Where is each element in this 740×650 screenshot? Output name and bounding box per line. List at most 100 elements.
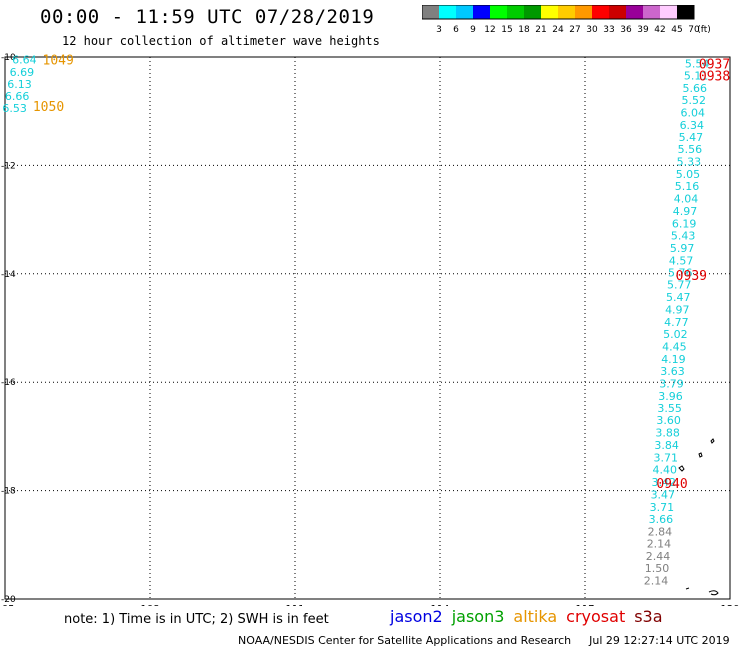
legend-altika: altika xyxy=(513,607,558,626)
pass-time-label: 1049 xyxy=(43,54,74,69)
altimeter-tracks: 6.646.696.136.666.53 1049 1050 5.545.115.66… xyxy=(2,54,730,588)
colorbar-level-label: 33 xyxy=(603,25,614,35)
legend-cryosat: cryosat xyxy=(566,607,626,626)
longitude-label: 117 xyxy=(575,604,594,606)
wave-height-value: 1.50 xyxy=(645,562,670,575)
wave-height-value: 5.54 xyxy=(685,58,710,71)
latitude-label: -18 xyxy=(1,487,16,497)
wave-height-value: 5.16 xyxy=(675,180,700,193)
wave-height-map: 105 108 111 114 117 120 -10 -12 -14 -16 -18 -20 6.… xyxy=(0,53,740,606)
colorbar-level-label: 70 xyxy=(688,25,700,35)
wave-height-value: 5.43 xyxy=(671,229,696,242)
colorbar-level-label: 27 xyxy=(569,25,580,35)
wave-height-value: 5.47 xyxy=(666,291,691,304)
credit-timestamp: Jul 29 12:27:14 UTC 2019 xyxy=(589,634,730,647)
colorbar-swatch xyxy=(558,5,575,19)
colorbar-level-label: 3 xyxy=(436,25,442,35)
colorbar-swatch xyxy=(456,5,473,19)
wave-height-value: 6.64 xyxy=(12,54,37,67)
wave-height-value: 5.02 xyxy=(663,328,688,341)
colorbar-swatch xyxy=(643,5,660,19)
legend-s3a: s3a xyxy=(634,607,663,626)
wave-height-value: 5.05 xyxy=(676,168,701,181)
colorbar-swatch xyxy=(422,5,439,19)
colorbar-swatch xyxy=(609,5,626,19)
wave-height-value: 6.04 xyxy=(681,106,706,119)
wave-height-value: 3.88 xyxy=(655,427,680,440)
wave-height-value: 2.84 xyxy=(648,525,673,538)
legend-jason3: jason3 xyxy=(451,607,505,626)
pass-time-label: 0938 xyxy=(699,69,730,84)
colorbar-swatch xyxy=(507,5,524,19)
wave-height-value: 6.69 xyxy=(10,66,35,79)
colorbar-swatch xyxy=(592,5,609,19)
pass-time-label: 0939 xyxy=(676,269,707,284)
wave-height-value: 3.79 xyxy=(659,377,684,390)
wave-height-value: 3.47 xyxy=(651,488,676,501)
wave-height-value: 4.04 xyxy=(674,192,699,205)
wave-height-value: 3.71 xyxy=(650,501,675,514)
wave-height-value: 5.56 xyxy=(678,143,703,156)
wave-height-value: 4.19 xyxy=(661,353,686,366)
longitude-label: 111 xyxy=(285,604,304,606)
wave-height-value: 5.33 xyxy=(677,156,702,169)
map-subtitle: 12 hour collection of altimeter wave hei… xyxy=(62,34,380,48)
footer-credit: NOAA/NESDIS Center for Satellite Applica… xyxy=(238,634,730,647)
wave-height-value: 5.11 xyxy=(684,69,709,82)
longitude-label: 108 xyxy=(140,604,159,606)
wave-height-value: 5.77 xyxy=(667,279,692,292)
colorbar-level-label: 24 xyxy=(552,25,564,35)
wave-height-value: 4.77 xyxy=(664,316,689,329)
wave-height-value: 2.14 xyxy=(647,538,672,551)
wave-height-value: 5.52 xyxy=(682,94,707,107)
wave-height-value: 4.45 xyxy=(662,340,687,353)
colorbar-swatch xyxy=(490,5,507,19)
legend-jason2: jason2 xyxy=(390,607,443,626)
wave-height-value: 6.53 xyxy=(2,102,27,115)
graticule-grid xyxy=(5,57,730,599)
wave-height-value: 2.44 xyxy=(646,550,671,563)
colorbar-unit-label: (ft) xyxy=(697,25,711,35)
colorbar-swatch xyxy=(677,5,694,19)
wave-height-value: 6.34 xyxy=(680,119,705,132)
wave-height-value: 3.60 xyxy=(656,414,681,427)
wave-height-value: 3.71 xyxy=(653,452,678,465)
wave-height-value: 4.40 xyxy=(653,463,678,476)
wave-height-value: 6.19 xyxy=(672,217,697,230)
track-altika: 6.646.696.136.666.53 1049 1050 xyxy=(2,54,73,115)
colorbar-swatch xyxy=(626,5,643,19)
colorbar-swatch xyxy=(575,5,592,19)
wave-height-value: 4.57 xyxy=(669,254,694,267)
satellite-legend: jason2 jason3 altika cryosat s3a xyxy=(390,607,672,626)
pass-time-label: 0940 xyxy=(656,477,687,492)
colorbar-swatch xyxy=(660,5,677,19)
credit-text: NOAA/NESDIS Center for Satellite Applica… xyxy=(238,634,572,647)
wave-height-colorbar: 3 6 9 12 15 18 21 24 27 30 33 36 39 42 45 70(ft) xyxy=(422,5,711,35)
colorbar-level-label: 9 xyxy=(470,25,476,35)
track-cryosat: 5.545.115.665.526.046.345.475.565.335.05… xyxy=(644,58,730,588)
colorbar-swatch xyxy=(473,5,490,19)
wave-height-value: 3.66 xyxy=(649,513,674,526)
longitude-labels: 105 108 111 114 117 120 xyxy=(0,604,740,606)
colorbar-swatch xyxy=(541,5,558,19)
longitude-label: 114 xyxy=(430,604,449,606)
colorbar-level-label: 6 xyxy=(453,25,459,35)
colorbar-level-label: 39 xyxy=(637,25,649,35)
map-title: 00:00 - 11:59 UTC 07/28/2019 xyxy=(40,6,375,28)
colorbar-level-label: 42 xyxy=(654,25,665,35)
colorbar-level-label: 30 xyxy=(586,25,598,35)
coastline-islands xyxy=(678,438,719,596)
wave-height-value: 2.14 xyxy=(644,575,669,588)
latitude-label: -12 xyxy=(1,161,16,171)
wave-height-value: 5.76 xyxy=(668,267,693,280)
colorbar-level-label: 18 xyxy=(518,25,530,35)
wave-height-value: 4.97 xyxy=(673,205,698,218)
island-shape xyxy=(678,465,685,472)
pass-time-label: 0937 xyxy=(699,58,730,73)
colorbar-swatch xyxy=(524,5,541,19)
wave-height-value: 5.47 xyxy=(679,131,704,144)
colorbar-level-label: 21 xyxy=(535,25,546,35)
island-shape xyxy=(710,438,715,444)
latitude-label: -16 xyxy=(1,378,16,388)
island-shape xyxy=(698,452,703,458)
